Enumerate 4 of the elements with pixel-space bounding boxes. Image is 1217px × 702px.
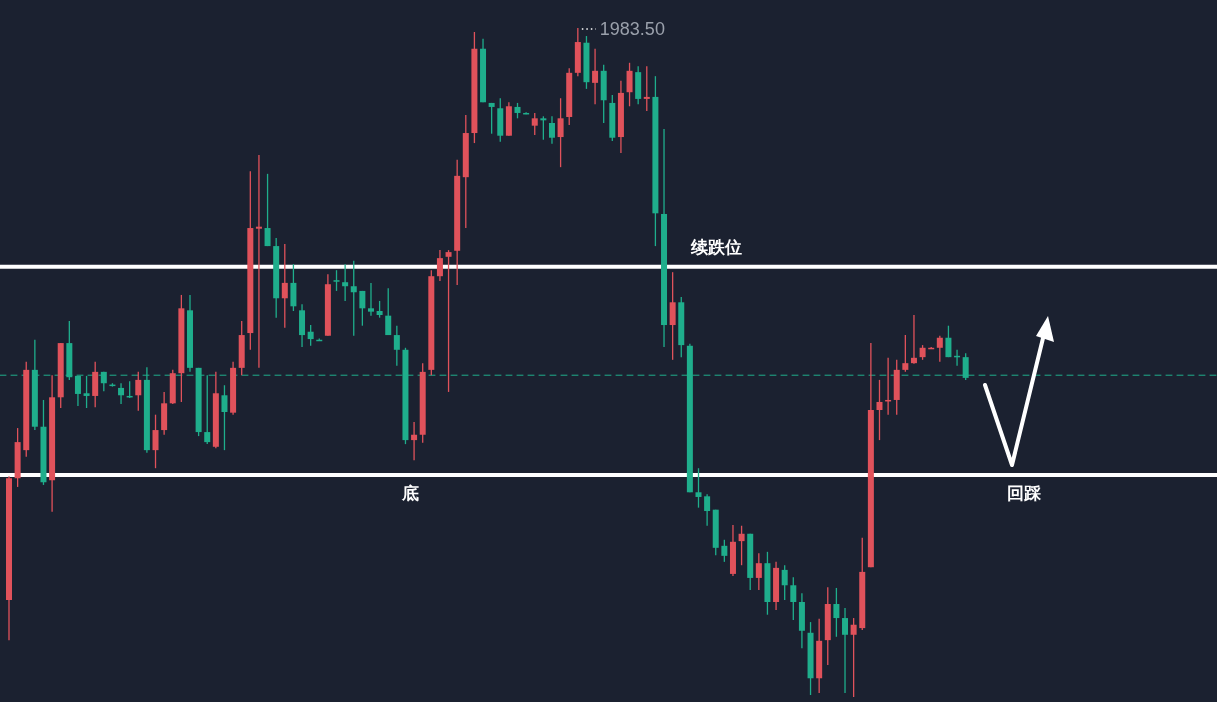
annotation: 回踩 (1007, 484, 1042, 503)
ref-line-label: 底 (400, 483, 419, 503)
ref-line-label: 续跌位 (690, 237, 743, 257)
annotation: 1983.50 (599, 19, 665, 39)
